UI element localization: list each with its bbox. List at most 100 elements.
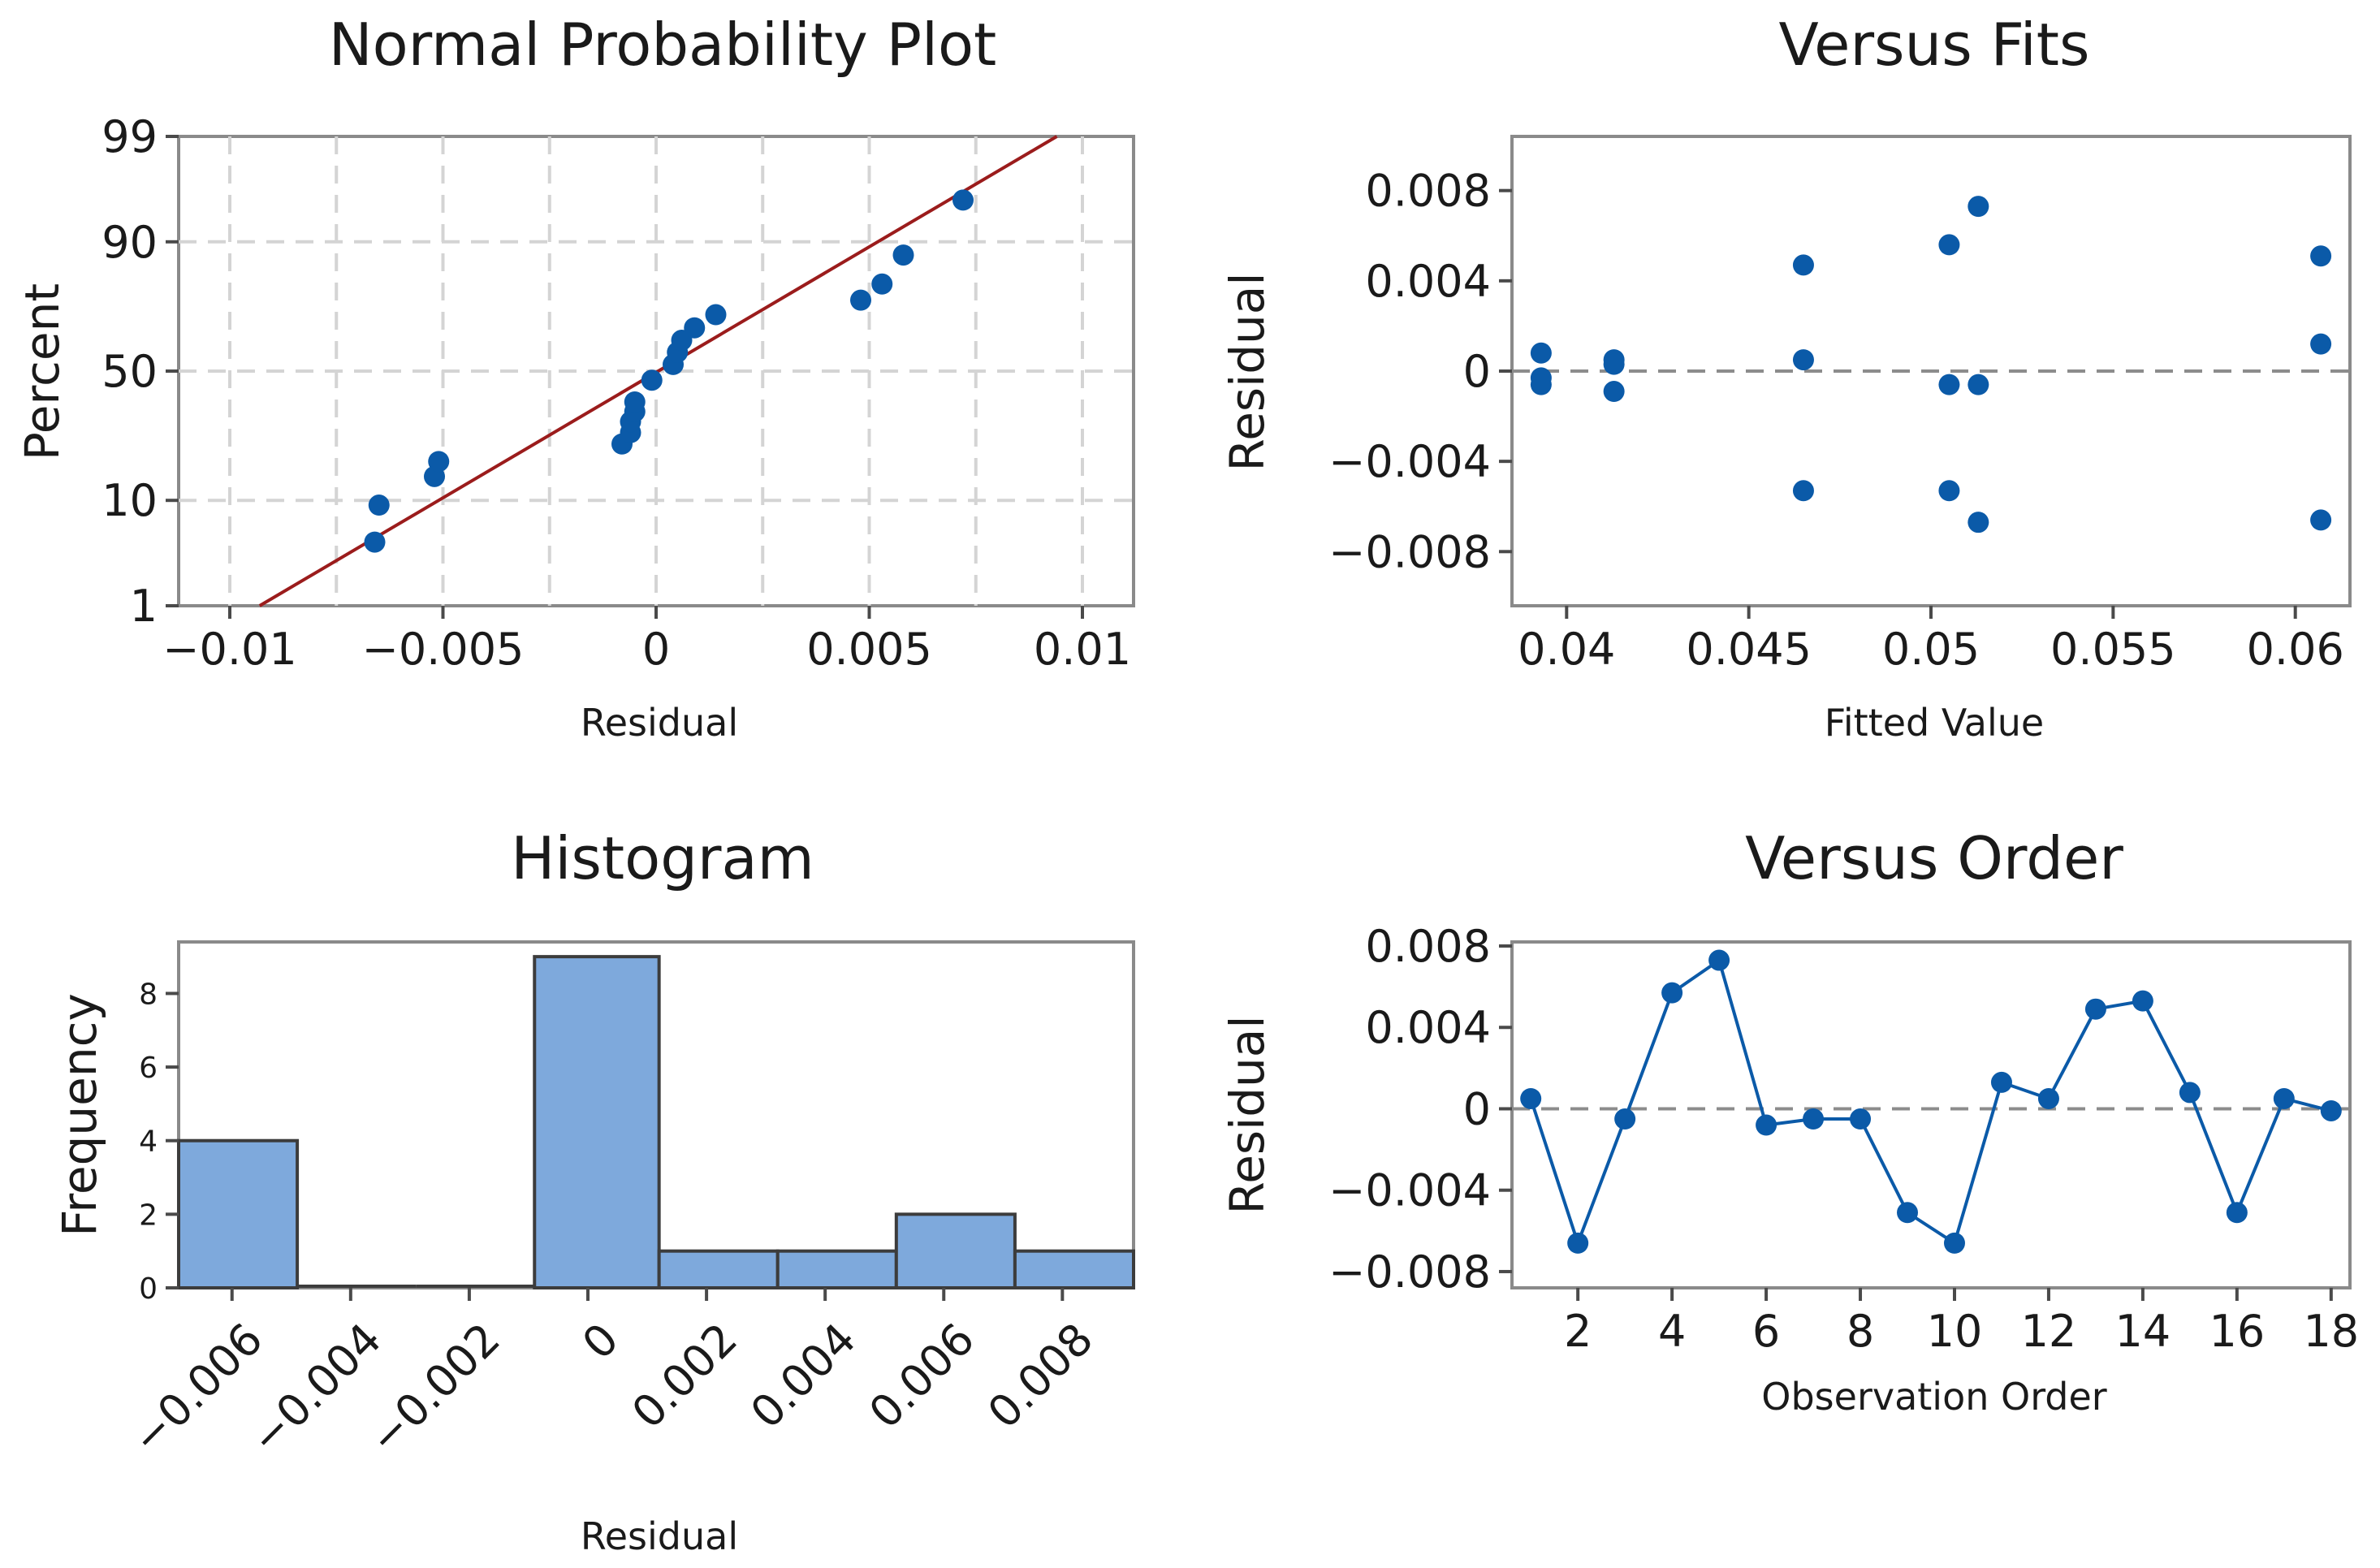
normal-probability-plot-panel: Normal Probability Plot −0.01 −0.005 0 0.00… <box>15 11 1135 745</box>
residual-point <box>2037 1087 2059 1109</box>
y-tick-label: 6 <box>139 1052 158 1085</box>
residual-point <box>1967 512 1989 533</box>
residual-point <box>2226 1202 2248 1224</box>
residual-point <box>1520 1087 1542 1109</box>
x-tick-label: 0.04 <box>1518 624 1615 675</box>
y-tick-label: 0 <box>139 1272 158 1306</box>
versus-order-title: Versus Order <box>1745 824 2123 892</box>
histogram-title: Histogram <box>511 824 814 892</box>
x-tick-label: 0.002 <box>622 1313 747 1438</box>
normal-plot-x-label: Residual <box>581 701 738 745</box>
residual-point <box>1792 480 1814 502</box>
x-tick-label: −0.004 <box>240 1313 391 1464</box>
versus-order-x-label: Observation Order <box>1761 1375 2107 1419</box>
residual-point <box>2179 1082 2201 1104</box>
y-tick-label: 0.004 <box>1365 1002 1491 1053</box>
y-tick-label: 0 <box>1463 346 1491 397</box>
y-tick-label: 8 <box>139 978 158 1011</box>
residual-point <box>624 391 646 413</box>
x-tick-label: 0 <box>642 624 670 675</box>
histogram-bar <box>894 1212 1017 1289</box>
y-tick-label: −0.008 <box>1328 1246 1491 1298</box>
residual-point <box>1708 949 1730 971</box>
residual-point <box>1756 1114 1777 1136</box>
residual-point <box>1938 234 1960 256</box>
versus-order-frame <box>1510 940 2352 1289</box>
y-tick-label: 50 <box>102 346 158 397</box>
residual-point <box>892 244 914 266</box>
versus-fits-x-label: Fitted Value <box>1825 701 2044 745</box>
x-tick-label: −0.005 <box>362 624 525 675</box>
residual-point <box>1967 196 1989 218</box>
y-tick-label: 0.004 <box>1365 256 1491 307</box>
residual-point <box>368 495 390 516</box>
fitted-normal-line <box>258 135 1058 607</box>
versus-order-x-ticks: 2 4 6 8 10 12 14 16 18 <box>1564 1288 2359 1357</box>
y-tick-label: 0.008 <box>1365 166 1491 217</box>
x-tick-label: 14 <box>2115 1306 2171 1357</box>
y-tick-label: 99 <box>102 111 158 162</box>
versus-order-y-label: Residual <box>1220 1016 1275 1215</box>
normal-plot-fit-line <box>258 135 1058 607</box>
y-tick-label: −0.008 <box>1328 526 1491 577</box>
x-tick-label: 2 <box>1564 1306 1592 1357</box>
x-tick-label: 0.01 <box>1034 624 1131 675</box>
histogram-bar <box>533 955 661 1290</box>
normal-plot-title: Normal Probability Plot <box>329 11 997 79</box>
residual-point <box>1803 1108 1825 1130</box>
residual-point <box>2273 1087 2295 1109</box>
residual-point <box>871 273 893 295</box>
y-tick-label: 10 <box>102 475 158 526</box>
residual-point <box>2320 1099 2342 1121</box>
y-tick-label: 1 <box>130 581 158 632</box>
residual-point <box>428 451 450 473</box>
versus-fits-y-ticks: 0.008 0.004 0 −0.004 −0.008 <box>1328 166 1512 577</box>
histogram-x-label: Residual <box>581 1514 738 1558</box>
normal-plot-x-ticks: −0.01 −0.005 0 0.005 0.01 <box>162 606 1131 675</box>
residual-point <box>2132 990 2153 1012</box>
residual-point <box>1792 254 1814 276</box>
x-tick-label: 0.06 <box>2247 624 2344 675</box>
residual-point <box>1897 1202 1919 1224</box>
versus-order-panel: Versus Order 2 4 6 8 10 12 14 16 18 0.008 0.004 0 −… <box>1220 824 2359 1419</box>
x-tick-label: 16 <box>2209 1306 2265 1357</box>
histogram-bars <box>177 955 1136 1290</box>
versus-fits-points <box>1530 196 2332 533</box>
residual-point <box>1792 349 1814 371</box>
x-tick-label: 0.008 <box>978 1313 1103 1438</box>
residual-point <box>1614 1108 1636 1130</box>
y-tick-label: 0 <box>1463 1083 1491 1134</box>
residual-point <box>641 369 663 391</box>
residual-point <box>1938 374 1960 395</box>
x-tick-label: −0.006 <box>122 1313 273 1464</box>
x-tick-label: 0.045 <box>1686 624 1812 675</box>
x-tick-label: −0.002 <box>359 1313 510 1464</box>
y-tick-label: 4 <box>139 1125 158 1159</box>
residual-point <box>2310 245 2332 267</box>
versus-fits-x-ticks: 0.04 0.045 0.05 0.055 0.06 <box>1518 606 2344 675</box>
residual-point <box>1603 353 1625 375</box>
residual-point <box>952 189 974 211</box>
residual-point <box>1603 381 1625 403</box>
residual-point <box>1850 1108 1872 1130</box>
versus-fits-y-label: Residual <box>1220 273 1275 472</box>
y-tick-label: 90 <box>102 217 158 268</box>
histogram-bar <box>775 1249 898 1290</box>
residual-point <box>1530 374 1552 395</box>
normal-plot-y-label: Percent <box>15 283 70 460</box>
x-tick-label: 10 <box>1927 1306 1983 1357</box>
x-tick-label: 6 <box>1752 1306 1780 1357</box>
histogram-y-ticks: 0 2 4 6 8 <box>139 978 179 1306</box>
x-tick-label: 0.004 <box>741 1313 866 1438</box>
residual-point <box>2310 333 2332 355</box>
histogram-bar <box>177 1138 300 1289</box>
x-tick-label: 0.055 <box>2050 624 2176 675</box>
histogram-bar <box>657 1249 780 1290</box>
residual-point <box>684 317 706 339</box>
y-tick-label: −0.004 <box>1328 436 1491 487</box>
x-tick-label: 0 <box>572 1313 628 1369</box>
residual-point <box>1938 480 1960 502</box>
x-tick-label: 12 <box>2021 1306 2077 1357</box>
